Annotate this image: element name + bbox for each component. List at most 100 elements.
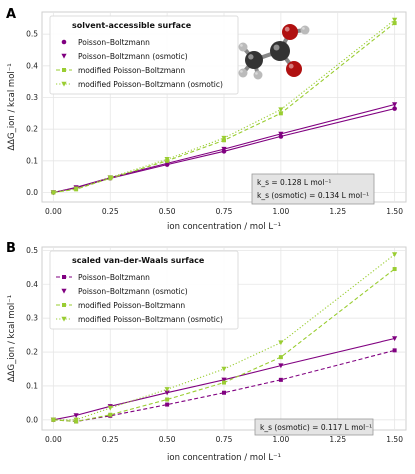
- y-tick-label: 0.5: [26, 246, 38, 255]
- data-point: [164, 157, 170, 162]
- legend-box: [49, 15, 239, 95]
- y-tick-label: 0.2: [26, 348, 38, 357]
- legend-box: [49, 250, 239, 330]
- hydrogen-atom: [253, 70, 263, 80]
- x-tick-label: 0.75: [216, 435, 233, 444]
- atom-highlight: [288, 63, 294, 69]
- data-point: [107, 175, 113, 181]
- legend-entry: modified Poisson–Boltzmann: [78, 301, 185, 310]
- x-tick-label: 1.00: [273, 435, 290, 444]
- data-point: [222, 390, 226, 395]
- oxygen-atom: [286, 61, 302, 77]
- legend-entry: modified Poisson–Boltzmann (osmotic): [78, 315, 223, 324]
- x-tick-label: 1.25: [329, 207, 346, 216]
- data-point: [165, 397, 170, 402]
- y-tick-label: 0.4: [26, 280, 38, 289]
- data-point: [50, 417, 56, 423]
- data-point: [73, 413, 79, 419]
- legend-entry: modified Poisson–Boltzmann: [78, 66, 185, 75]
- data-point: [73, 417, 79, 423]
- y-tick-label: 0.3: [26, 93, 38, 102]
- legend-marker: [62, 303, 66, 307]
- legend-entry: Poisson–Boltzmann (osmotic): [78, 287, 188, 296]
- hydrogen-atom: [238, 42, 248, 52]
- atom-highlight: [240, 70, 243, 73]
- panel-label: B: [6, 241, 16, 256]
- data-point: [164, 390, 170, 396]
- data-point: [278, 111, 283, 116]
- y-tick-label: 0.1: [26, 381, 38, 390]
- data-point: [278, 355, 283, 360]
- legend-title: scaled van-der-Waals surface: [72, 256, 205, 265]
- data-point: [108, 412, 113, 417]
- atom-highlight: [240, 44, 243, 47]
- data-point: [221, 135, 227, 141]
- annotation-text: k_s (osmotic) = 0.134 L mol⁻¹: [257, 191, 369, 200]
- panel-label: A: [6, 7, 16, 22]
- x-tick-label: 0.00: [45, 207, 62, 216]
- legend-marker: [62, 68, 66, 72]
- data-point: [107, 405, 113, 411]
- atom-highlight: [302, 27, 305, 30]
- y-axis-label: ΔΔG_ion / kcal mol⁻¹: [7, 63, 17, 150]
- x-tick-label: 1.00: [273, 207, 290, 216]
- legend-marker: [61, 81, 67, 87]
- x-tick-label: 0.75: [216, 207, 233, 216]
- annotation-text: k_s (osmotic) = 0.117 L mol⁻¹: [260, 423, 372, 432]
- data-point: [278, 131, 284, 137]
- data-point: [278, 107, 284, 113]
- data-point: [165, 402, 170, 407]
- atom-highlight: [255, 72, 258, 75]
- y-tick-label: 0.5: [26, 30, 38, 39]
- x-tick-label: 0.25: [102, 207, 119, 216]
- legend-entry: Poisson–Boltzmann (osmotic): [78, 52, 188, 61]
- y-tick-label: 0.4: [26, 61, 38, 70]
- y-tick-label: 0.0: [26, 188, 38, 197]
- x-tick-label: 0.25: [102, 435, 119, 444]
- atom-highlight: [273, 44, 280, 51]
- y-tick-label: 0.2: [26, 125, 38, 134]
- molecule-image: [238, 24, 310, 80]
- data-point: [392, 336, 398, 342]
- data-point: [392, 17, 398, 23]
- x-tick-label: 0.50: [159, 435, 176, 444]
- x-tick-label: 1.50: [386, 435, 403, 444]
- data-point: [392, 252, 398, 258]
- data-point: [392, 267, 397, 272]
- atom-highlight: [284, 26, 290, 32]
- data-point: [222, 380, 226, 385]
- legend-marker: [61, 288, 67, 294]
- data-point: [221, 146, 227, 152]
- legend-marker: [62, 275, 66, 279]
- y-axis-label: ΔΔG_ion / kcal mol⁻¹: [7, 295, 17, 382]
- x-axis-label: ion concentration / mol L⁻¹: [167, 453, 281, 463]
- data-point: [73, 186, 79, 192]
- legend-entry: modified Poisson–Boltzmann (osmotic): [78, 80, 223, 89]
- data-point: [221, 377, 227, 383]
- annotation-box: [251, 173, 375, 205]
- carbon-atom: [245, 51, 263, 69]
- hydrogen-atom: [238, 68, 248, 78]
- legend-marker: [61, 39, 67, 45]
- data-point: [164, 387, 170, 392]
- x-tick-label: 0.00: [45, 435, 62, 444]
- y-tick-label: 0.0: [26, 415, 38, 424]
- legend-entry: Poisson–Boltzmann: [78, 38, 150, 47]
- panel-b: 0.00 0.25 0.50 0.75 1.00 1.25 1.50 0.0 0.1 0.2 0.3…: [6, 241, 407, 463]
- legend-marker: [61, 53, 67, 59]
- atom-highlight: [248, 54, 254, 60]
- legend-entry: Poisson–Boltzmann: [78, 273, 150, 282]
- panel-a: 0.00 0.25 0.50 0.75 1.00 1.25 1.50 0.0 0.1 0.2 0.3…: [6, 7, 407, 232]
- data-point: [392, 102, 398, 108]
- data-point: [221, 366, 227, 372]
- annotation-text: k_s = 0.128 L mol⁻¹: [257, 178, 331, 187]
- data-point: [392, 348, 397, 353]
- legend-marker: [61, 316, 67, 322]
- data-point: [392, 21, 397, 26]
- oxygen-atom: [282, 24, 298, 40]
- y-tick-label: 0.3: [26, 314, 38, 323]
- data-point: [50, 190, 56, 196]
- y-tick-label: 0.1: [26, 156, 38, 165]
- data-point: [278, 363, 284, 369]
